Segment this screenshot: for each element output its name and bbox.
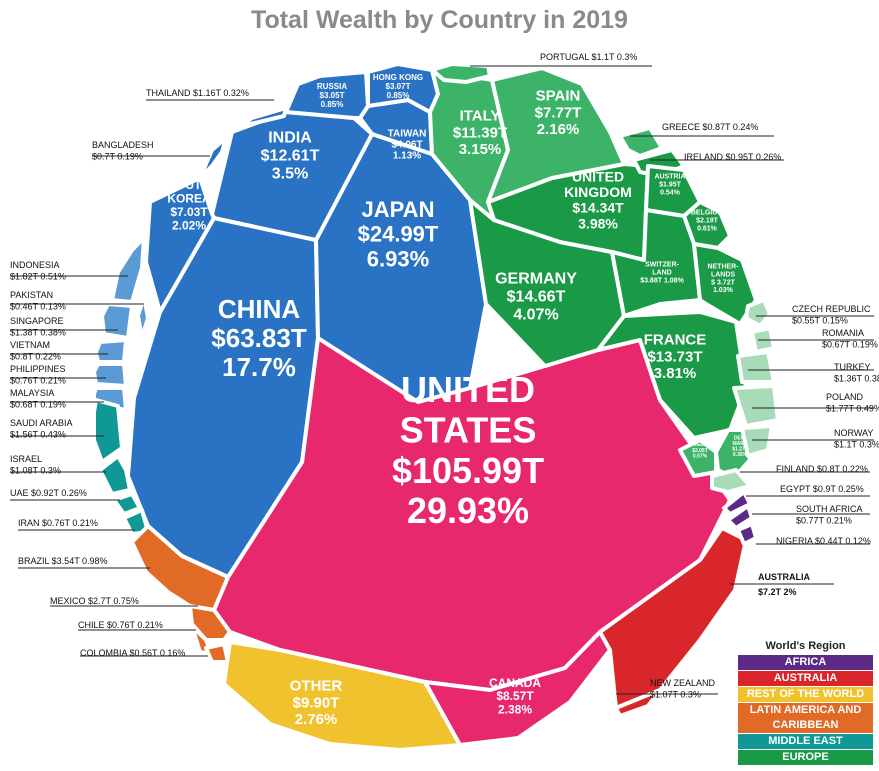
callout-australia: AUSTRALIA $7.2T 2% — [758, 572, 810, 597]
cell-pakistan — [136, 294, 150, 340]
cell-france — [596, 310, 748, 440]
cell-label-united-kingdom: UNITED KINGDOM $14.34T 3.98% — [564, 168, 632, 231]
legend-item-europe: EUROPE — [738, 750, 873, 766]
callout-chile: CHILE $0.76T 0.21% — [78, 620, 163, 630]
cell-label-japan: JAPAN $24.99T 6.93% — [358, 197, 439, 271]
callout-bangladesh: BANGLADESH $0.7T 0.19% — [92, 140, 154, 161]
callout-nigeria: NIGERIA $0.44T 0.12% — [776, 536, 871, 546]
cell-nigeria — [736, 522, 758, 546]
callout-israel: ISRAEL $1.08T 0.3% — [10, 454, 61, 475]
cell-finland — [710, 468, 752, 494]
cell-colombia — [204, 642, 230, 664]
callout-thailand: THAILAND $1.16T 0.32% — [146, 88, 249, 98]
callout-philippines: PHILIPPINES $0.76T 0.21% — [10, 364, 66, 385]
callout-iran: IRAN $0.76T 0.21% — [18, 518, 98, 528]
cell-thailand — [230, 106, 288, 134]
legend-item-latin-america-and-caribbean: LATIN AMERICA AND CARIBBEAN — [738, 703, 873, 734]
legend-item-rest-of-the-world: REST OF THE WORLD — [738, 687, 873, 703]
cell-label-italy: ITALY $11.39T 3.15% — [453, 107, 507, 158]
cell-russia — [284, 70, 370, 120]
cell-label-other: OTHER $9.90T 2.76% — [290, 677, 343, 728]
cell-czech-republic — [744, 298, 772, 328]
cell-label-china: CHINA $63.83T 17.7% — [211, 294, 307, 382]
callout-greece: GREECE $0.87T 0.24% — [662, 122, 758, 132]
callout-mexico: MEXICO $2.7T 0.75% — [50, 596, 139, 606]
cell-turkey — [736, 350, 776, 384]
cell-new-zealand — [614, 688, 662, 718]
cell-label-russia: RUSSIA $3.05T 0.85% — [317, 82, 347, 109]
legend-item-middle-east: MIDDLE EAST — [738, 734, 873, 750]
callout-egypt: EGYPT $0.9T 0.25% — [780, 484, 864, 494]
cell-singapore — [100, 302, 134, 340]
cell-label-switzerland: SWITZER-LAND $3.88T 1.08% — [640, 262, 684, 285]
cell-label-canada: CANADA $8.57T 2.38% — [489, 676, 541, 717]
callout-brazil: BRAZIL $3.54T 0.98% — [18, 556, 108, 566]
callout-portugal: PORTUGAL $1.1T 0.3% — [540, 52, 637, 62]
cell-south-africa — [726, 504, 754, 530]
cell-label-united-states: UNITED STATES $105.99T 29.93% — [392, 369, 544, 531]
cell-saudi-arabia — [92, 398, 124, 464]
callout-finland: FINLAND $0.8T 0.22% — [776, 464, 868, 474]
cell-israel — [98, 454, 132, 496]
cell-bangladesh — [198, 136, 228, 180]
callout-south-africa: SOUTH AFRICA $0.77T 0.21% — [796, 504, 863, 525]
cell-spain — [486, 66, 626, 204]
cell-philippines — [92, 362, 128, 388]
cell-label-denmark: DEN-MARK $1.27T 0.35% — [732, 435, 748, 458]
callout-czech-republic: CZECH REPUBLIC $0.55T 0.15% — [792, 304, 871, 325]
cell-norway — [740, 424, 774, 458]
cell-label-sweden: SWEDEN $2.05T 0.57% — [689, 442, 711, 459]
callout-malaysia: MALAYSIA $0.68T 0.19% — [10, 388, 66, 409]
cell-label-belgium: BELGIUM $2.19T 0.61% — [691, 210, 723, 233]
cell-egypt — [722, 490, 752, 516]
legend: World's Region AFRICA AUSTRALIA REST OF TH… — [738, 640, 873, 766]
cell-label-south-korea: SOUTH KOREA $7.03T 2.02% — [167, 178, 211, 232]
callout-turkey: TURKEY$1.36T 0.38% — [834, 362, 879, 383]
chart-title: Total Wealth by Country in 2019 — [251, 6, 628, 34]
callout-norway: NORWAY $1.1T 0.3% — [834, 428, 879, 449]
callout-new-zealand: NEW ZEALAND $1.07T 0.3% — [650, 678, 716, 699]
cell-label-france: FRANCE $13.73T 3.81% — [644, 331, 707, 382]
legend-items: AFRICA AUSTRALIA REST OF THE WORLD LATIN AM… — [738, 655, 873, 766]
callout-romania: ROMANIA $0.67T 0.19% — [822, 328, 878, 349]
cell-uae — [112, 492, 142, 516]
cell-label-netherlands: NETHER-LANDS $ 3.72T 1.03% — [707, 264, 739, 295]
cell-label-hong-kong: HONG KONG $3.07T 0.85% — [373, 73, 423, 100]
legend-item-africa: AFRICA — [738, 655, 873, 671]
callout-poland: POLAND $1.77T 0.49% — [826, 392, 879, 413]
cell-label-germany: GERMANY $14.66T 4.07% — [495, 271, 577, 324]
cell-label-taiwan: TAIWAN $4.06T 1.13% — [388, 128, 427, 161]
legend-title: World's Region — [765, 640, 846, 652]
callout-uae: UAE $0.92T 0.26% — [10, 488, 87, 498]
cell-poland — [732, 384, 780, 428]
cell-indonesia — [110, 236, 146, 304]
callout-indonesia: INDONESIA $1.82T 0.51% — [10, 260, 66, 281]
callout-pakistan: PAKISTAN $0.46T 0.13% — [10, 290, 66, 311]
cell-label-india: INDIA $12.61T 3.5% — [261, 130, 320, 183]
cell-denmark — [714, 428, 752, 480]
cell-label-spain: SPAIN $7.77T 2.16% — [535, 87, 582, 138]
cell-portugal — [430, 62, 492, 84]
cell-vietnam — [94, 338, 128, 364]
callout-vietnam: VIETNAM $0.8T 0.22% — [10, 340, 61, 361]
cell-greece — [618, 126, 664, 158]
callout-colombia: COLOMBIA $0.56T 0.16% — [80, 648, 185, 658]
cell-label-austria: AUSTRIA $1.95T 0.54% — [654, 174, 685, 197]
callout-singapore: SINGAPORE $1.38T 0.38% — [10, 316, 66, 337]
cell-other — [222, 640, 462, 752]
callout-ireland: IRELAND $0.95T 0.26% — [684, 152, 781, 162]
callout-saudi-arabia: SAUDI ARABIA $1.56T 0.43% — [10, 418, 73, 439]
legend-item-australia: AUSTRALIA — [738, 671, 873, 687]
